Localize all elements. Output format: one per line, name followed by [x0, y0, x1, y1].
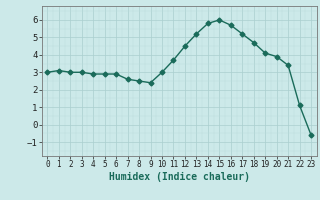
X-axis label: Humidex (Indice chaleur): Humidex (Indice chaleur) [109, 172, 250, 182]
